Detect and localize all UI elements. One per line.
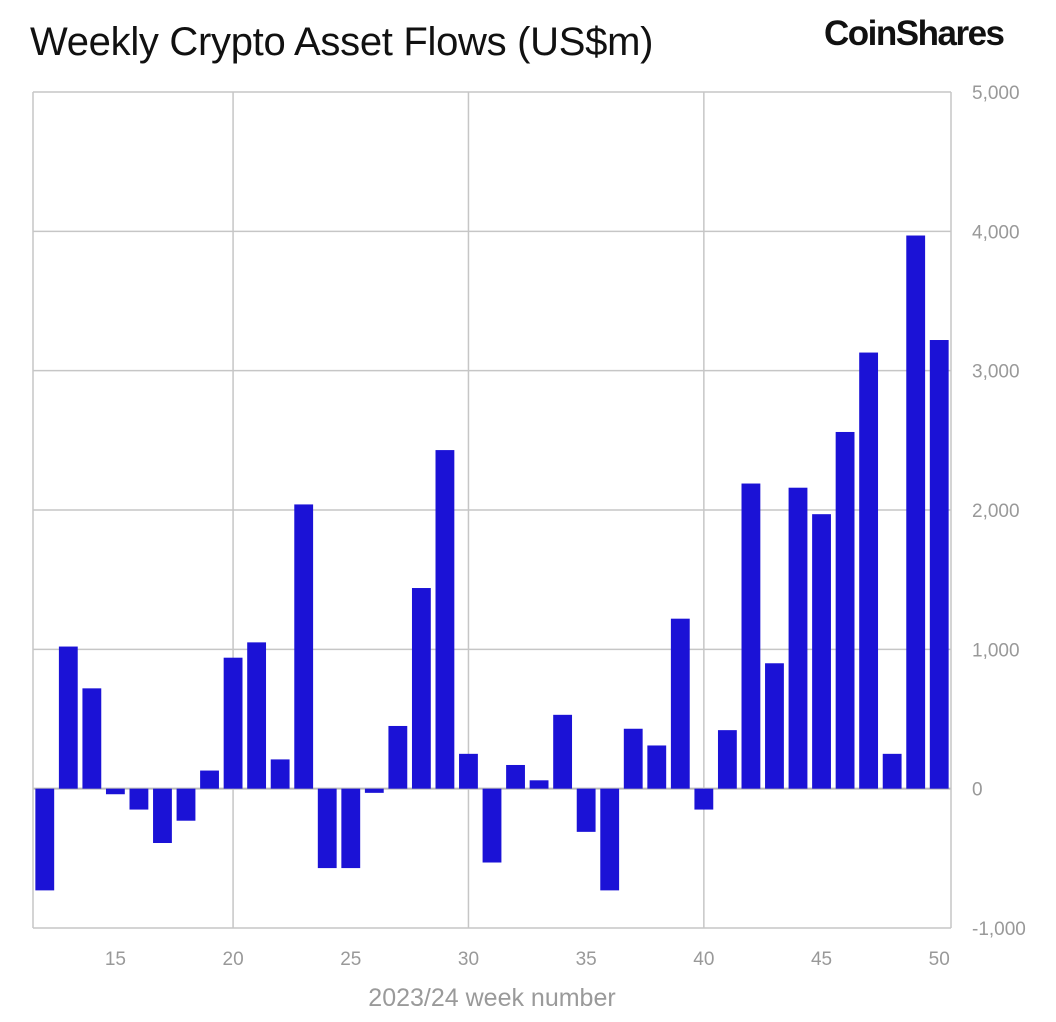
bars (35, 235, 949, 891)
x-tick-label: 25 (340, 949, 361, 970)
bar-week-49 (906, 235, 926, 789)
bar-week-36 (600, 788, 620, 891)
bar-week-17 (153, 788, 172, 844)
bar-week-28 (411, 588, 431, 789)
y-tick-label: 3,000 (972, 362, 1020, 383)
bar-week-26 (364, 788, 384, 793)
bar-week-37 (623, 728, 643, 789)
y-axis: -1,000 0 1,000 2,000 3,000 4,000 5,000 (972, 83, 1026, 940)
bar-week-18 (176, 788, 196, 821)
bar-week-45 (812, 514, 831, 789)
x-tick-label: 35 (576, 949, 597, 970)
bar-week-21 (247, 642, 267, 789)
bar-week-29 (435, 450, 455, 789)
bar-week-12 (35, 788, 55, 891)
x-tick-label: 50 (929, 949, 950, 970)
y-tick-label: 4,000 (972, 222, 1020, 243)
bar-week-20 (223, 657, 243, 789)
bar-week-44 (788, 487, 808, 789)
y-tick-label: 0 (972, 780, 983, 801)
bar-week-40 (694, 788, 714, 810)
bar-week-47 (859, 352, 879, 789)
y-tick-label: 1,000 (972, 640, 1020, 661)
bar-week-22 (270, 759, 290, 789)
y-tick-label: -1,000 (972, 919, 1026, 940)
x-tick-label: 30 (458, 949, 479, 970)
bar-week-31 (482, 788, 502, 863)
bar-week-43 (765, 663, 784, 789)
bar-week-27 (388, 725, 408, 789)
bar-week-14 (82, 688, 102, 789)
bar-week-41 (717, 730, 737, 789)
y-tick-label: 5,000 (972, 83, 1020, 104)
bar-week-34 (553, 714, 573, 789)
chart-title: Weekly Crypto Asset Flows (US$m) (30, 20, 654, 64)
bar-week-23 (294, 504, 314, 789)
bar-week-50 (929, 340, 949, 789)
x-tick-label: 45 (811, 949, 832, 970)
x-tick-label: 15 (105, 949, 126, 970)
bar-week-48 (882, 753, 902, 789)
bar-week-16 (129, 788, 149, 810)
x-tick-label: 20 (223, 949, 244, 970)
bar-week-35 (576, 788, 596, 832)
bar-week-42 (741, 483, 761, 789)
x-tick-label: 40 (693, 949, 714, 970)
bar-week-24 (317, 788, 337, 869)
x-axis-title: 2023/24 week number (368, 984, 615, 1012)
bar-week-38 (647, 745, 667, 789)
bar-week-33 (529, 780, 549, 789)
bar-week-46 (835, 431, 855, 789)
bar-week-39 (670, 618, 690, 789)
bar-week-15 (105, 788, 125, 795)
bar-week-13 (58, 646, 78, 789)
coinshares-logo: CoinShares (824, 14, 1005, 53)
bar-week-32 (506, 764, 525, 789)
x-axis: 15 20 25 30 35 40 45 50 (105, 949, 950, 970)
bar-week-25 (341, 788, 361, 869)
y-tick-label: 2,000 (972, 501, 1020, 522)
bar-week-30 (459, 753, 478, 789)
bar-week-19 (200, 770, 219, 789)
